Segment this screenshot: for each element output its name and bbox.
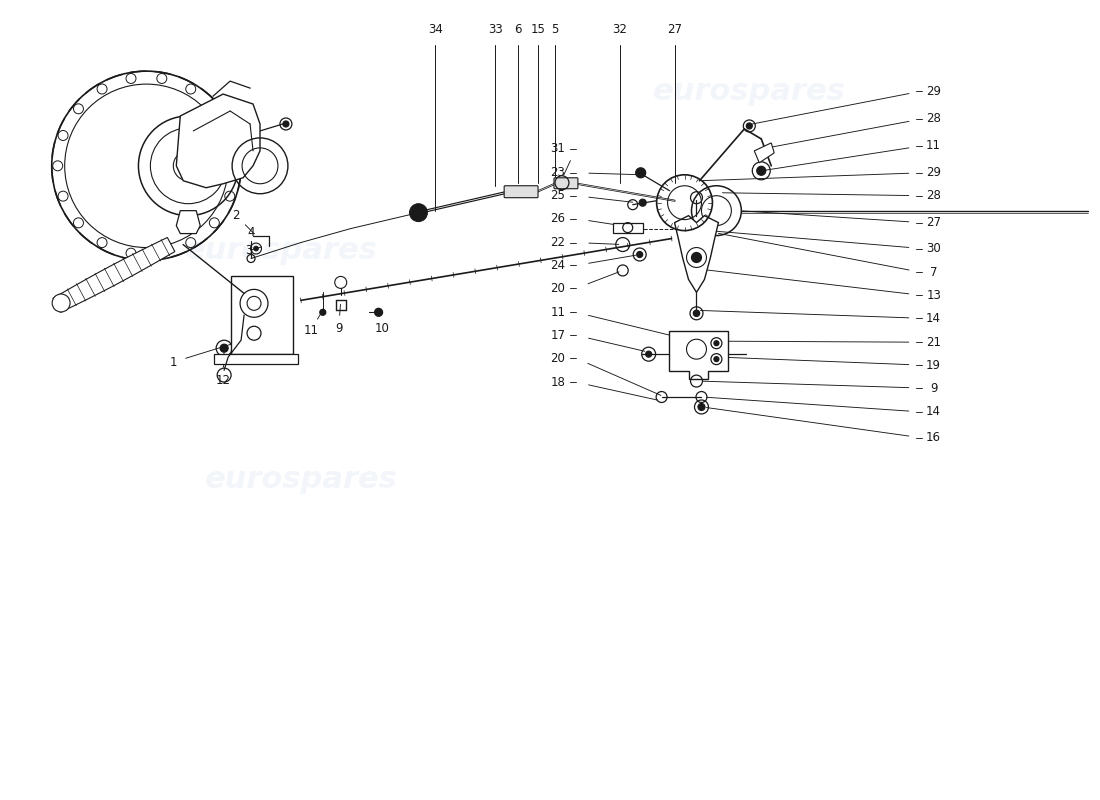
Circle shape — [692, 253, 702, 262]
Circle shape — [52, 294, 70, 312]
Circle shape — [693, 310, 700, 317]
Text: 11: 11 — [550, 306, 565, 319]
Circle shape — [409, 204, 428, 222]
Text: 29: 29 — [926, 85, 942, 98]
Text: 7: 7 — [930, 266, 937, 279]
Text: 1: 1 — [169, 356, 177, 369]
Circle shape — [639, 199, 646, 206]
Text: 23: 23 — [550, 166, 565, 179]
Circle shape — [757, 166, 766, 175]
Polygon shape — [214, 354, 298, 364]
Text: 19: 19 — [926, 358, 942, 372]
Text: 4: 4 — [248, 226, 255, 239]
Text: 15: 15 — [530, 22, 546, 36]
Circle shape — [241, 146, 245, 150]
Text: 14: 14 — [926, 406, 942, 418]
Text: 32: 32 — [613, 22, 627, 36]
Circle shape — [253, 246, 258, 251]
Text: 24: 24 — [550, 259, 565, 272]
Polygon shape — [755, 143, 774, 163]
Text: 6: 6 — [515, 22, 521, 36]
Text: 9: 9 — [930, 382, 937, 394]
Text: eurospares: eurospares — [185, 236, 377, 265]
Circle shape — [220, 344, 228, 352]
Text: 25: 25 — [550, 190, 565, 202]
Text: 33: 33 — [487, 22, 503, 36]
Text: 5: 5 — [551, 22, 559, 36]
Text: 12: 12 — [216, 374, 231, 386]
Text: 20: 20 — [550, 352, 565, 365]
Text: 16: 16 — [926, 431, 942, 444]
Circle shape — [746, 123, 752, 129]
Text: eurospares: eurospares — [205, 466, 397, 494]
Polygon shape — [613, 222, 642, 233]
Text: 2: 2 — [232, 209, 240, 222]
Text: 9: 9 — [336, 322, 342, 334]
Text: 34: 34 — [428, 22, 443, 36]
FancyBboxPatch shape — [504, 186, 538, 198]
Polygon shape — [231, 277, 293, 354]
Text: 26: 26 — [550, 212, 565, 225]
Polygon shape — [176, 94, 260, 188]
Circle shape — [714, 341, 719, 346]
Text: 11: 11 — [304, 324, 318, 337]
Text: 20: 20 — [550, 282, 565, 295]
Circle shape — [698, 403, 705, 410]
Circle shape — [185, 220, 191, 226]
Text: 10: 10 — [375, 322, 390, 334]
Circle shape — [375, 308, 383, 316]
Circle shape — [637, 251, 642, 258]
Circle shape — [241, 126, 245, 130]
Polygon shape — [53, 238, 175, 312]
Text: 27: 27 — [926, 216, 942, 229]
Circle shape — [636, 168, 646, 178]
Text: 13: 13 — [926, 289, 942, 302]
Text: 22: 22 — [550, 236, 565, 249]
Text: eurospares: eurospares — [653, 77, 846, 106]
Circle shape — [241, 166, 245, 170]
Text: 27: 27 — [667, 22, 682, 36]
Text: 29: 29 — [926, 166, 942, 179]
FancyBboxPatch shape — [554, 178, 578, 189]
Text: 17: 17 — [550, 329, 565, 342]
Text: 28: 28 — [926, 190, 942, 202]
Circle shape — [646, 351, 651, 357]
Polygon shape — [176, 210, 200, 234]
Circle shape — [320, 310, 326, 315]
Text: 3: 3 — [245, 244, 253, 257]
Text: 18: 18 — [550, 375, 565, 389]
Text: 28: 28 — [926, 113, 942, 126]
Text: 31: 31 — [550, 142, 565, 155]
Polygon shape — [669, 331, 728, 379]
Polygon shape — [674, 216, 718, 292]
Circle shape — [283, 121, 289, 127]
Text: 11: 11 — [926, 139, 942, 152]
Text: 30: 30 — [926, 242, 940, 255]
Text: 21: 21 — [926, 336, 942, 349]
Text: 14: 14 — [926, 312, 942, 325]
Circle shape — [714, 357, 719, 362]
